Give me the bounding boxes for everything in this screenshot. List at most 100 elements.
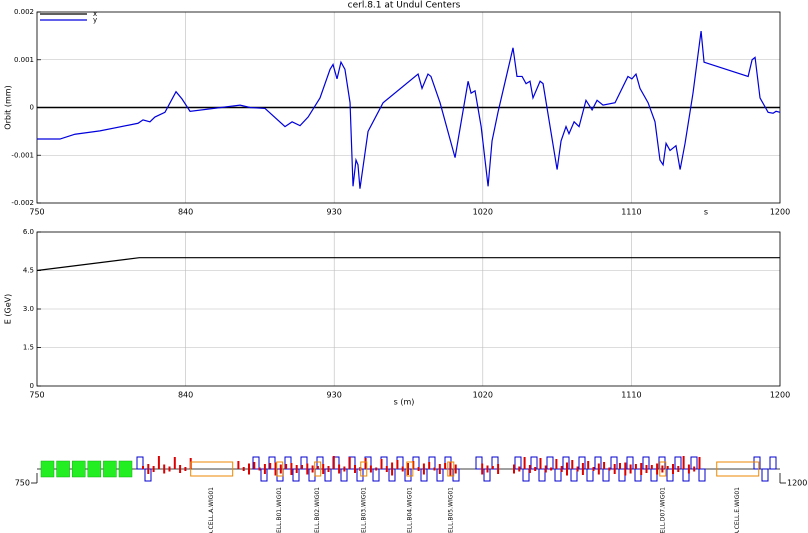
wiggler	[659, 461, 667, 477]
corrector	[173, 457, 176, 469]
corrector	[672, 464, 674, 474]
cavity	[87, 460, 102, 478]
wiggler	[406, 461, 414, 477]
corrector	[327, 466, 330, 472]
corrector	[661, 465, 664, 473]
magnet	[522, 468, 530, 482]
y-tick-label: -0.002	[11, 199, 34, 207]
corrector	[343, 466, 346, 472]
corrector	[687, 464, 690, 474]
corrector	[571, 460, 574, 469]
corrector	[650, 465, 653, 469]
corrector	[438, 464, 441, 474]
magnet	[634, 468, 642, 482]
corrector	[619, 463, 621, 469]
corrector	[253, 462, 256, 469]
magnet	[300, 456, 308, 470]
magnet	[372, 468, 380, 482]
corrector	[422, 463, 425, 475]
corrector	[581, 463, 584, 475]
corrector	[396, 460, 399, 469]
corrector	[677, 466, 680, 472]
corrector	[147, 464, 150, 474]
magnet	[753, 456, 761, 470]
corrector	[157, 456, 160, 469]
magnet	[769, 456, 777, 470]
corrector	[354, 465, 356, 473]
magnet	[602, 468, 610, 482]
magnet	[530, 456, 538, 470]
corrector	[322, 464, 325, 474]
cavity	[103, 460, 117, 478]
corrector	[566, 462, 568, 476]
element-label: SA.CELL.E.WIG01	[734, 487, 741, 533]
magnet	[761, 468, 769, 482]
corrector	[560, 466, 563, 472]
corrector	[608, 467, 611, 471]
x-tick-label: 1020	[473, 208, 493, 217]
corrector	[518, 466, 521, 472]
x-tick-label: 750	[29, 208, 44, 217]
x-tick-label: 840	[178, 391, 193, 400]
legend-label: x	[93, 10, 97, 18]
corrector	[555, 459, 558, 469]
y-axis-label: Orbit (mm)	[4, 85, 13, 129]
wiggler	[314, 461, 322, 477]
corrector	[481, 463, 484, 475]
magnet	[491, 456, 499, 470]
wiggler	[447, 461, 455, 477]
corrector	[534, 467, 537, 471]
y-tick-label: 4.5	[23, 267, 34, 275]
corrector	[587, 461, 590, 469]
corrector	[666, 466, 669, 469]
corrector	[550, 467, 553, 471]
x-axis-label: s (m)	[394, 398, 415, 407]
magnet	[650, 468, 658, 482]
corrector	[592, 467, 595, 471]
x-tick-label: 1020	[473, 391, 493, 400]
y-tick-label: 1.5	[23, 344, 34, 352]
corrector	[306, 463, 309, 475]
cavity	[118, 460, 133, 478]
x-tick-label: 750	[29, 391, 44, 400]
corrector	[454, 464, 457, 474]
corrector	[682, 456, 685, 469]
magnet	[538, 468, 546, 482]
x-tick-label: 1200	[770, 208, 790, 217]
magnet	[514, 456, 522, 470]
y-tick-label: 0	[30, 104, 34, 112]
corrector	[269, 463, 272, 469]
corrector	[613, 464, 616, 474]
end-label: 1200	[787, 479, 807, 488]
corrector	[168, 466, 171, 472]
corrector	[645, 465, 648, 473]
corrector	[348, 457, 351, 469]
corrector	[369, 465, 372, 473]
corrector	[263, 464, 266, 474]
corrector	[279, 464, 282, 474]
corrector	[380, 459, 383, 469]
corrector	[152, 466, 155, 472]
corrector	[634, 464, 637, 469]
corrector	[491, 466, 494, 469]
x-tick-label: 1110	[621, 391, 641, 400]
corrector	[523, 457, 526, 469]
magnet	[136, 456, 144, 470]
cavity	[56, 460, 70, 478]
y-tick-label: 0	[30, 382, 34, 390]
corrector	[640, 463, 643, 475]
corrector	[576, 466, 579, 472]
magnet	[316, 456, 324, 470]
y-tick-label: 6.0	[23, 228, 34, 236]
cavity	[40, 460, 55, 478]
y-tick-label: 0.001	[14, 56, 34, 64]
corrector	[285, 464, 288, 469]
plot-frame	[36, 231, 781, 387]
corrector	[407, 463, 409, 475]
corrector	[528, 465, 531, 473]
corrector	[513, 464, 515, 474]
legend-label: y	[93, 16, 97, 24]
chart-title: cerl.8.1 at Undul Centers	[348, 1, 461, 11]
corrector	[364, 458, 367, 469]
element-label: SA.CELL.B03.WIG01	[360, 487, 367, 533]
